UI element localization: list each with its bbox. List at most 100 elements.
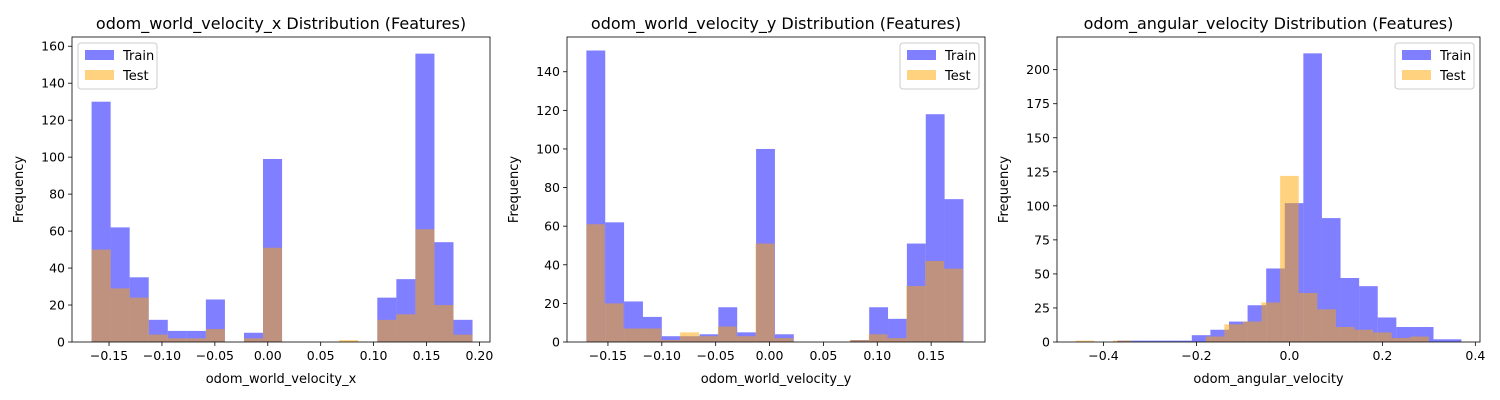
bar-train-3: [1173, 340, 1192, 342]
bar-test-6: [205, 329, 225, 342]
bar-test-9: [1242, 321, 1262, 342]
bar-test-16: [1373, 332, 1392, 342]
bar-test-7: [1205, 336, 1225, 342]
bar-test-2: [129, 297, 149, 342]
y-axis-label: Frequency: [997, 156, 1012, 223]
y-tick-label: 140: [536, 64, 560, 79]
x-tick-label: −0.15: [589, 348, 627, 363]
bar-test-11: [1280, 175, 1299, 342]
x-tick-label: −0.15: [90, 348, 128, 363]
x-tick-label: 0.00: [756, 348, 784, 363]
legend-swatch-test: [1402, 70, 1431, 80]
bar-test-15: [377, 319, 397, 342]
bar-test-12: [1298, 292, 1318, 342]
y-tick-label: 25: [1034, 300, 1050, 315]
bars-group: [1075, 53, 1462, 343]
chart-velocity-y: odom_world_velocity_y Distribution (Feat…: [507, 14, 986, 387]
x-tick-label: 0.10: [863, 348, 891, 363]
legend-swatch-train: [85, 50, 114, 60]
y-tick-label: 160: [41, 39, 65, 54]
x-axis-label: odom_angular_velocity: [1193, 372, 1344, 387]
y-tick-label: 80: [49, 187, 65, 202]
x-tick-label: −0.10: [143, 348, 181, 363]
bar-test-13: [339, 340, 359, 342]
x-tick-label: 0.2: [1372, 348, 1392, 363]
y-tick-label: 80: [544, 180, 560, 195]
bar-test-8: [736, 336, 756, 342]
y-tick-label: 0: [552, 335, 560, 350]
bar-test-19: [453, 334, 473, 342]
y-tick-label: 0: [57, 335, 65, 350]
x-tick-label: −0.2: [1181, 348, 1211, 363]
bars-group: [91, 53, 473, 342]
y-tick-label: 120: [41, 113, 65, 128]
y-tick-label: 75: [1034, 232, 1050, 247]
bar-train-13: [1359, 286, 1378, 342]
x-tick-label: −0.4: [1088, 348, 1118, 363]
bar-test-17: [1391, 337, 1411, 342]
bar-test-18: [1410, 336, 1429, 342]
bar-test-16: [887, 338, 907, 342]
bar-train-5: [186, 330, 206, 342]
chart-angular-velocity: odom_angular_velocity Distribution (Feat…: [997, 14, 1485, 387]
bar-test-0: [1075, 340, 1095, 342]
bar-test-4: [661, 340, 681, 342]
legend-label-train: Train: [1439, 49, 1471, 64]
x-tick-label: −0.05: [697, 348, 735, 363]
bar-test-10: [774, 338, 794, 342]
y-tick-label: 100: [41, 150, 65, 165]
x-tick-label: 0.20: [465, 348, 493, 363]
bar-train-15: [869, 307, 889, 342]
bar-train-1: [1136, 340, 1155, 342]
legend-swatch-train: [1402, 50, 1431, 60]
bar-test-8: [243, 338, 264, 342]
bar-test-2: [1112, 340, 1132, 342]
x-axis-label: odom_world_velocity_y: [701, 372, 852, 387]
y-tick-label: 0: [1042, 335, 1050, 350]
y-tick-label: 50: [1034, 266, 1050, 281]
legend: Train Test: [1394, 42, 1475, 90]
legend-swatch-train: [907, 50, 936, 60]
bar-train-10: [1303, 53, 1322, 343]
axes-group: −0.4 −0.2 0.0 0.2 0.4 0 25 50 75 100 125 150 175 200: [1026, 36, 1485, 363]
legend-swatch-test: [907, 70, 936, 80]
x-tick-label: −0.10: [643, 348, 681, 363]
bar-test-5: [186, 338, 206, 342]
bar-test-19: [944, 268, 963, 342]
chart-velocity-x: odom_world_velocity_x Distribution (Feat…: [12, 14, 493, 387]
chart-title: odom_world_velocity_x Distribution (Feat…: [96, 14, 466, 34]
bar-train-16: [888, 318, 907, 342]
x-tick-label: 0.15: [917, 348, 945, 363]
bar-test-15: [868, 334, 888, 342]
legend-label-test: Test: [122, 69, 149, 84]
bar-test-14: [849, 340, 869, 342]
bar-test-17: [415, 229, 435, 342]
x-tick-label: −0.05: [196, 348, 234, 363]
bar-test-14: [1335, 327, 1355, 342]
y-tick-label: 100: [536, 141, 560, 156]
y-tick-label: 60: [49, 224, 65, 239]
bar-test-0: [91, 249, 111, 342]
bar-test-3: [148, 334, 168, 342]
bar-train-4: [1191, 335, 1211, 342]
axes-frame: [1056, 36, 1481, 343]
bar-test-18: [434, 305, 454, 342]
bar-test-17: [906, 286, 926, 342]
y-tick-label: 20: [544, 296, 560, 311]
bar-test-4: [167, 338, 187, 342]
y-tick-label: 40: [49, 261, 65, 276]
legend-label-test: Test: [1439, 69, 1466, 84]
bar-test-5: [680, 332, 699, 342]
bar-test-15: [1354, 329, 1374, 342]
legend: Train Test: [77, 42, 158, 90]
x-tick-label: 0.05: [809, 348, 837, 363]
axes-frame: [71, 36, 491, 343]
bar-test-16: [396, 314, 416, 342]
bar-test-1: [110, 288, 130, 342]
x-tick-label: 0.00: [254, 348, 282, 363]
y-axis-label: Frequency: [507, 156, 522, 223]
x-axis-label: odom_world_velocity_x: [206, 372, 357, 387]
bar-test-2: [623, 328, 643, 342]
x-tick-label: 0.05: [307, 348, 335, 363]
axes-frame: [566, 36, 986, 343]
